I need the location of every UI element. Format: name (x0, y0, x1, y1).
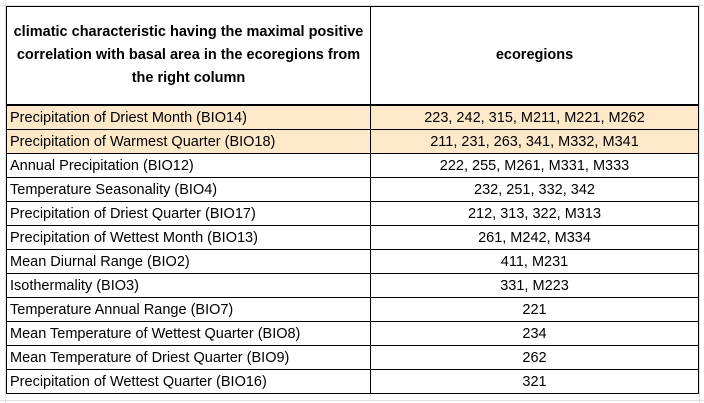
ecoregions-cell[interactable]: 232, 251, 332, 342 (370, 177, 699, 202)
ecoregions-cell[interactable]: 212, 313, 322, M313 (370, 201, 699, 226)
characteristic-cell[interactable]: Mean Temperature of Wettest Quarter (BIO… (6, 321, 371, 346)
characteristic-cell[interactable]: Isothermality (BIO3) (6, 273, 371, 298)
gridline (0, 5, 704, 6)
table-row: Precipitation of Wettest Month (BIO13) 26… (6, 225, 699, 250)
characteristic-cell[interactable]: Mean Diurnal Range (BIO2) (6, 249, 371, 274)
table-row: Mean Diurnal Range (BIO2) 411, M231 (6, 249, 699, 274)
ecoregions-cell[interactable]: 262 (370, 345, 699, 370)
characteristic-cell[interactable]: Precipitation of Wettest Month (BIO13) (6, 225, 371, 250)
table-row: Temperature Seasonality (BIO4) 232, 251, … (6, 177, 699, 202)
table-row: Precipitation of Driest Month (BIO14) 223… (6, 104, 699, 130)
characteristic-cell[interactable]: Mean Temperature of Driest Quarter (BIO9… (6, 345, 371, 370)
table-body: Precipitation of Driest Month (BIO14) 223… (6, 104, 699, 394)
ecoregions-cell[interactable]: 261, M242, M334 (370, 225, 699, 250)
ecoregions-cell[interactable]: 234 (370, 321, 699, 346)
table-row: Mean Temperature of Driest Quarter (BIO9… (6, 345, 699, 370)
table-row: Mean Temperature of Wettest Quarter (BIO… (6, 321, 699, 346)
table-row: Precipitation of Warmest Quarter (BIO18)… (6, 129, 699, 154)
table-row: Isothermality (BIO3) 331, M223 (6, 273, 699, 298)
table-row: Precipitation of Driest Quarter (BIO17) 2… (6, 201, 699, 226)
characteristic-cell[interactable]: Temperature Annual Range (BIO7) (6, 297, 371, 322)
header-characteristic-cell[interactable]: climatic characteristic having the maxim… (6, 6, 371, 106)
ecoregions-cell[interactable]: 222, 255, M261, M331, M333 (370, 153, 699, 178)
characteristic-cell[interactable]: Temperature Seasonality (BIO4) (6, 177, 371, 202)
header-row: climatic characteristic having the maxim… (6, 6, 699, 106)
ecoregions-cell[interactable]: 331, M223 (370, 273, 699, 298)
header-ecoregions-cell[interactable]: ecoregions (370, 6, 699, 106)
table-row: Precipitation of Wettest Quarter (BIO16)… (6, 369, 699, 394)
characteristic-cell[interactable]: Precipitation of Wettest Quarter (BIO16) (6, 369, 371, 394)
gridline (699, 0, 700, 403)
characteristic-cell[interactable]: Precipitation of Driest Quarter (BIO17) (6, 201, 371, 226)
ecoregions-cell[interactable]: 221 (370, 297, 699, 322)
characteristic-cell[interactable]: Precipitation of Warmest Quarter (BIO18) (6, 129, 371, 154)
gridline (0, 400, 704, 401)
gridline (5, 0, 6, 403)
correlation-table: climatic characteristic having the maxim… (6, 6, 699, 394)
ecoregions-cell[interactable]: 411, M231 (370, 249, 699, 274)
characteristic-cell[interactable]: Precipitation of Driest Month (BIO14) (6, 104, 371, 130)
table-row: Annual Precipitation (BIO12) 222, 255, M2… (6, 153, 699, 178)
ecoregions-cell[interactable]: 211, 231, 263, 341, M332, M341 (370, 129, 699, 154)
characteristic-cell[interactable]: Annual Precipitation (BIO12) (6, 153, 371, 178)
ecoregions-cell[interactable]: 223, 242, 315, M211, M221, M262 (370, 104, 699, 130)
table-row: Temperature Annual Range (BIO7) 221 (6, 297, 699, 322)
ecoregions-cell[interactable]: 321 (370, 369, 699, 394)
